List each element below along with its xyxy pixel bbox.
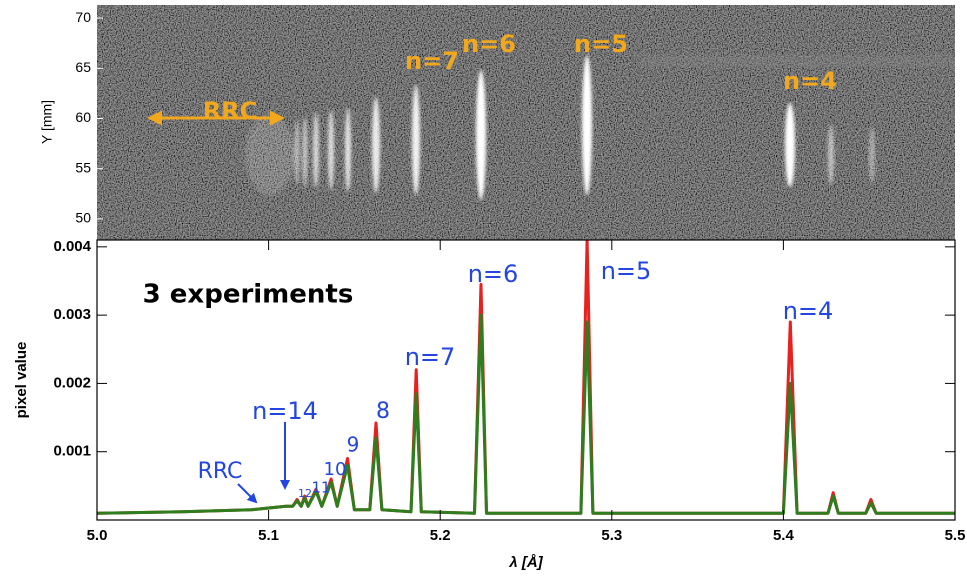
- y-axis-title: pixel value: [13, 342, 30, 419]
- annotation: 9: [347, 433, 360, 457]
- annotation: n=4: [783, 297, 834, 325]
- x-axis-title: λ [Å]: [508, 554, 543, 571]
- x-tick-label: 5.5: [945, 527, 966, 544]
- annotation: RRC: [203, 97, 258, 125]
- y-tick-label: 55: [75, 159, 91, 175]
- detector-image: [97, 5, 955, 240]
- y-tick-label: 0.004: [53, 238, 91, 255]
- y-tick-label: 0.002: [53, 374, 91, 391]
- x-tick-label: 5.2: [430, 527, 451, 544]
- annotation: 11: [311, 479, 330, 497]
- y-tick-label: 0.003: [53, 306, 91, 323]
- y-axis-title: Y [mm]: [39, 100, 55, 144]
- annotation: n=4: [783, 67, 837, 95]
- annotation: n=7: [405, 47, 459, 75]
- annotation: n=5: [574, 30, 628, 58]
- y-tick-label: 50: [75, 210, 91, 226]
- annotation: 8: [376, 399, 390, 424]
- y-tick-label: 60: [75, 109, 91, 125]
- rrc-arrow-bottom: [237, 483, 258, 504]
- annotation: n=6: [468, 260, 519, 288]
- annotation: n=7: [405, 343, 456, 371]
- annotation: 12: [298, 487, 312, 500]
- annotation: RRC: [198, 459, 243, 484]
- y-tick-label: 65: [75, 59, 91, 75]
- annotation: 3 experiments: [143, 280, 354, 310]
- x-tick-label: 5.3: [601, 527, 622, 544]
- series-line: [97, 313, 955, 515]
- annotation: n=5: [601, 257, 652, 285]
- x-tick-label: 5.1: [258, 527, 279, 544]
- y-tick-label: 70: [75, 9, 91, 25]
- plot-frame: [96, 239, 956, 521]
- annotation: 10: [324, 459, 347, 480]
- x-tick-label: 5.0: [87, 527, 108, 544]
- y-tick-label: 0.001: [53, 443, 91, 460]
- x-tick-label: 5.4: [773, 527, 795, 544]
- plot-lines: [97, 240, 955, 515]
- annotation: n=6: [462, 30, 516, 58]
- annotation: n=14: [252, 397, 318, 425]
